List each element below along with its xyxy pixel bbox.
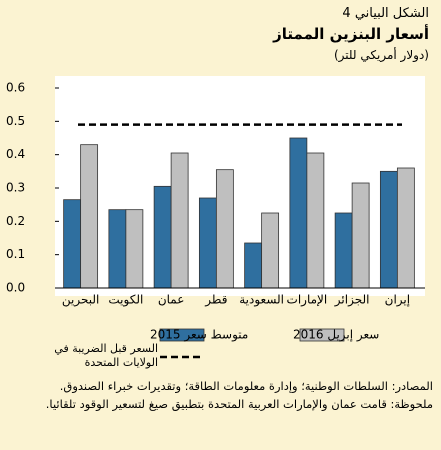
x-tick-label: الإمارات: [287, 293, 328, 308]
y-tick-label: 0.3: [6, 181, 25, 195]
bar: [351, 182, 370, 289]
bar: [198, 197, 217, 289]
bar: [289, 137, 308, 289]
y-tick-label: 0.4: [6, 147, 25, 161]
bar: [396, 167, 415, 289]
sources: المصادر: السلطات الوطنية؛ وإدارة معلومات…: [59, 379, 433, 393]
bar: [215, 169, 234, 289]
legend-label: السعر قبل الضريبة في الولايات المتحدة: [54, 342, 158, 369]
x-tick-label: قطر: [204, 293, 227, 308]
bar: [80, 144, 99, 289]
bar: [334, 212, 353, 289]
bar: [244, 242, 263, 289]
y-tick-label: 0.1: [6, 247, 25, 261]
figure-label: الشكل البياني 4: [342, 6, 429, 21]
x-tick-label: الجزائر: [334, 293, 370, 308]
note: ملحوظة: قامت عمان والإمارات العربية المت…: [45, 397, 433, 411]
y-tick-label: 0.2: [6, 214, 25, 228]
bar: [153, 185, 172, 289]
bar: [125, 209, 144, 289]
legend-label: سعر إبريل 2016: [293, 328, 379, 343]
y-tick-label: 0.5: [6, 114, 25, 128]
chart: 0.0 0.1 0.2 0.3 0.4 0.5 0.6 البحرين الكويت عمان قط…: [6, 76, 425, 359]
bar: [261, 212, 280, 289]
bar: [170, 152, 189, 289]
x-tick-label: عمان: [158, 293, 185, 307]
x-tick-label: الكويت: [108, 293, 143, 308]
y-tick-label: 0.0: [6, 281, 25, 295]
legend-swatch: [299, 328, 345, 342]
bar: [63, 199, 82, 289]
bar: [306, 152, 325, 289]
chart-subtitle: (دولار أمريكي للتر): [334, 48, 429, 62]
x-tick-label: البحرين: [62, 293, 99, 308]
bar: [379, 170, 398, 289]
x-tick-label: السعودية: [239, 293, 284, 308]
x-tick-label: إيران: [385, 293, 410, 308]
chart-title: أسعار البنزين الممتاز: [273, 25, 429, 43]
y-tick-label: 0.6: [6, 81, 25, 95]
legend-label: متوسط سعر 2015: [150, 328, 248, 343]
bar: [108, 209, 127, 289]
legend-swatch: [159, 328, 205, 342]
